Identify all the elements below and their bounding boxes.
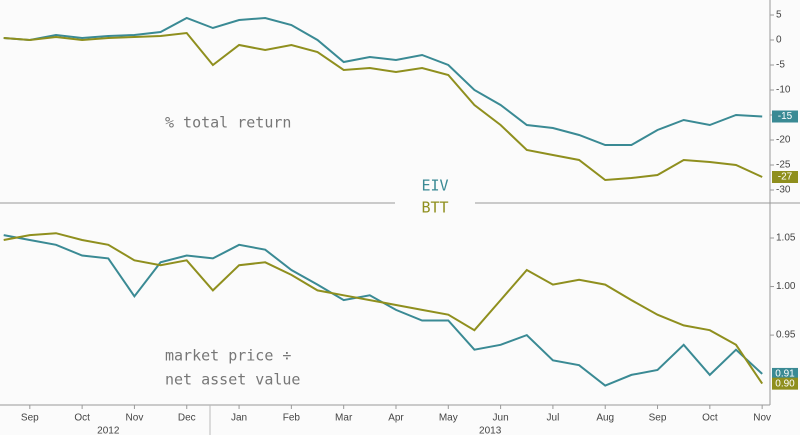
end-tag (772, 367, 798, 380)
end-tag (772, 110, 798, 123)
end-label: 0.90 (775, 378, 795, 389)
x-tick-label: Dec (178, 413, 196, 424)
y-tick-label: 0.95 (776, 330, 796, 341)
x-tick-label: Oct (74, 413, 90, 424)
y-tick-label: -10 (776, 85, 791, 96)
x-tick-label: Jan (231, 413, 247, 424)
x-tick-label: Feb (283, 413, 301, 424)
legend-label: EIV (421, 177, 448, 195)
year-label: 2013 (479, 426, 502, 435)
y-tick-label: -30 (776, 185, 791, 196)
legend-label: BTT (421, 199, 448, 217)
y-tick-label: -20 (776, 135, 791, 146)
x-tick-label: Jun (493, 413, 509, 424)
y-tick-label: -5 (776, 60, 785, 71)
x-tick-label: Mar (335, 413, 353, 424)
year-label: 2012 (97, 426, 120, 435)
end-label: 0.91 (775, 369, 795, 380)
x-tick-label: Oct (702, 413, 718, 424)
annotation: % total return (165, 114, 291, 132)
end-label: -27 (778, 172, 793, 183)
end-tag (772, 377, 798, 390)
annotation: market price ÷ (165, 347, 291, 365)
y-tick-label: 0 (776, 35, 782, 46)
series-line (3, 16, 763, 146)
series-line (3, 31, 763, 182)
y-tick-label: 5 (776, 10, 782, 21)
x-tick-label: Apr (388, 413, 404, 424)
x-tick-label: Sep (21, 413, 39, 424)
annotation: net asset value (165, 371, 300, 389)
x-tick-label: Jul (547, 413, 560, 424)
end-label: -15 (778, 111, 793, 122)
x-tick-label: Sep (649, 413, 667, 424)
x-tick-label: May (439, 413, 458, 424)
y-tick-label: 1.05 (776, 233, 796, 244)
x-tick-label: Nov (126, 413, 144, 424)
y-tick-label: -25 (776, 160, 791, 171)
y-tick-label: 1.00 (776, 281, 796, 292)
end-tag (772, 171, 798, 183)
x-tick-label: Aug (596, 413, 614, 424)
series-line (3, 232, 764, 385)
x-tick-label: Nov (753, 413, 771, 424)
